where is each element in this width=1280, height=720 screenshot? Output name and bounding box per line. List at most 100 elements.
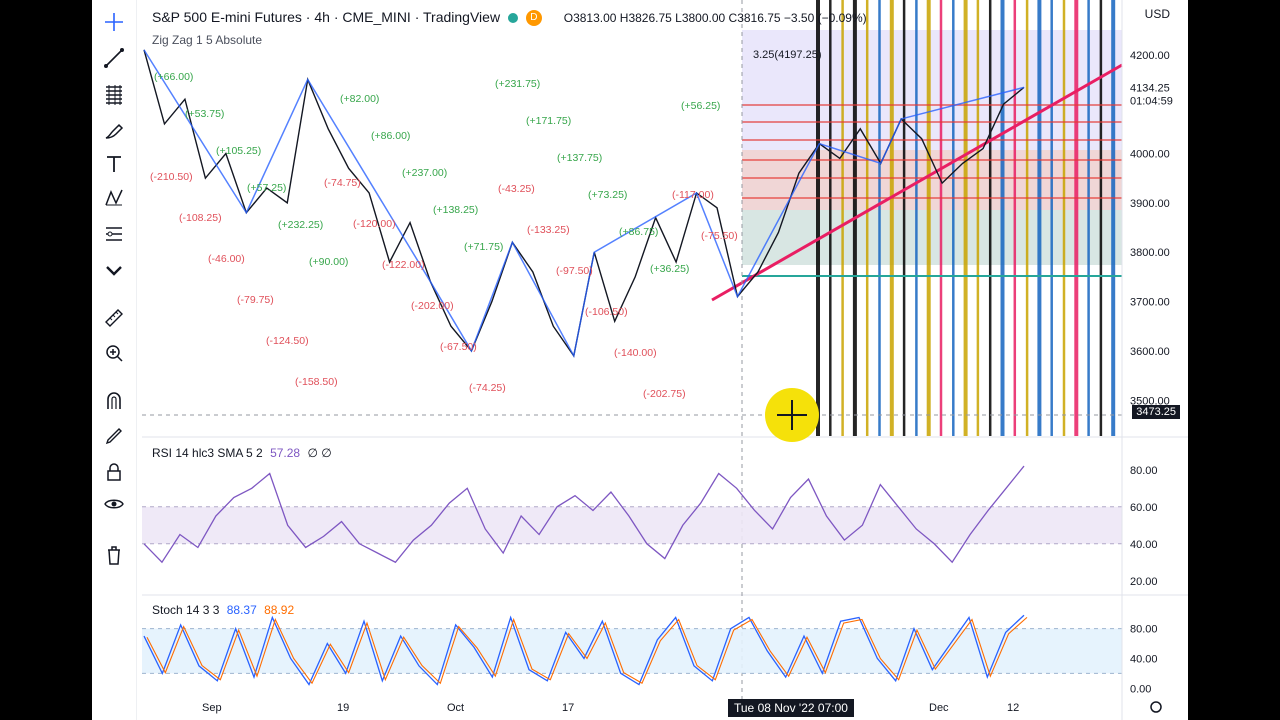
zigzag-label: (+171.75) bbox=[526, 115, 571, 127]
tradingview-window: 3.25(4197.25) (+66.00) (+53.75) (+105.25) (+… bbox=[92, 0, 1188, 720]
brush-tool[interactable] bbox=[100, 116, 128, 144]
crosshair-marker bbox=[765, 388, 819, 442]
zigzag-label: (-117.00) bbox=[672, 189, 714, 201]
currency-selector[interactable]: USD bbox=[1144, 7, 1170, 21]
time-axis-tick: 12 bbox=[1007, 702, 1019, 714]
rsi-axis-tick: 20.00 bbox=[1130, 576, 1158, 588]
price-axis-tick: 4000.00 bbox=[1130, 149, 1170, 161]
zigzag-label: (+105.25) bbox=[216, 145, 261, 157]
rsi-line bbox=[143, 465, 1025, 564]
price-axis-tick: 3500.00 bbox=[1130, 395, 1170, 407]
visibility-tool[interactable] bbox=[100, 490, 128, 518]
pattern-tool[interactable] bbox=[100, 184, 128, 212]
rsi-value: 57.28 bbox=[270, 446, 301, 460]
price-axis-tick: 3600.00 bbox=[1130, 346, 1170, 358]
ruler-tool[interactable] bbox=[100, 304, 128, 332]
chart-canvas[interactable]: 3.25(4197.25) (+66.00) (+53.75) (+105.25) (+… bbox=[142, 0, 1188, 720]
zigzag-label: (+237.00) bbox=[402, 167, 447, 179]
stoch-k-line bbox=[143, 614, 1025, 686]
zigzag-label: (+53.75) bbox=[185, 108, 224, 120]
stoch-band bbox=[142, 628, 1122, 674]
stoch-k-value: 88.37 bbox=[226, 603, 257, 617]
status-badge: D bbox=[525, 10, 542, 27]
zigzag-label: (+73.25) bbox=[588, 189, 627, 201]
stoch-axis-tick: 80.00 bbox=[1130, 624, 1158, 636]
rsi-axis-tick: 40.00 bbox=[1130, 539, 1158, 551]
zigzag-label: (+71.75) bbox=[464, 241, 503, 253]
crosshair-tool[interactable] bbox=[100, 8, 128, 36]
stoch-legend[interactable]: Stoch 14 3 3 88.37 88.92 bbox=[152, 603, 294, 617]
trend-line-tool[interactable] bbox=[100, 44, 128, 72]
time-axis-tick: Sep bbox=[202, 702, 222, 714]
text-tool-icon bbox=[107, 156, 121, 172]
zigzag-label: (+82.00) bbox=[340, 93, 379, 105]
zoom-in-tool[interactable] bbox=[100, 339, 128, 367]
fib-tool-icon bbox=[106, 85, 122, 105]
zigzag-label: (+57.25) bbox=[247, 182, 286, 194]
zigzag-label: (+231.75) bbox=[495, 78, 540, 90]
zigzag-label: (-106.50) bbox=[585, 306, 628, 318]
stoch-axis-tick: 40.00 bbox=[1130, 653, 1158, 665]
zigzag-label: (+90.00) bbox=[309, 256, 348, 268]
zigzag-label: (-210.50) bbox=[150, 171, 193, 183]
ruler-icon bbox=[105, 309, 123, 327]
trend-line-tool-icon bbox=[104, 48, 124, 68]
zigzag-label: (-140.00) bbox=[614, 347, 657, 359]
collapse-toolbar-button[interactable] bbox=[100, 256, 128, 284]
rsi-axis-tick: 60.00 bbox=[1130, 502, 1158, 514]
zigzag-label: (-75.50) bbox=[701, 230, 738, 242]
zigzag-label: (-74.25) bbox=[469, 382, 506, 394]
zigzag-legend[interactable]: Zig Zag 1 5 Absolute bbox=[152, 33, 263, 47]
fib-zone bbox=[742, 210, 1122, 265]
zigzag-label: (-124.50) bbox=[266, 335, 309, 347]
stay-drawing-tool[interactable] bbox=[100, 422, 128, 450]
zigzag-label: (+36.25) bbox=[650, 263, 689, 275]
remove-drawings-tool[interactable] bbox=[100, 541, 128, 569]
symbol-legend[interactable]: S&P 500 E-mini Futures · 4h · CME_MINI ·… bbox=[152, 9, 867, 27]
zigzag-label: (+138.25) bbox=[433, 204, 478, 216]
last-price-value: 4134.25 bbox=[1130, 82, 1170, 94]
chart-title[interactable]: S&P 500 E-mini Futures · 4h · CME_MINI ·… bbox=[152, 9, 501, 25]
zigzag-label: (-133.25) bbox=[527, 224, 570, 236]
rsi-axis-tick: 80.00 bbox=[1130, 465, 1158, 477]
last-price-tag bbox=[1124, 79, 1184, 108]
rsi-extra: ∅ ∅ bbox=[307, 446, 332, 460]
fib-tool[interactable] bbox=[100, 80, 128, 108]
trend-line bbox=[711, 63, 1123, 302]
crosshair-price-tag: 3473.25 bbox=[1132, 405, 1180, 419]
prediction-tool-icon bbox=[106, 227, 122, 241]
lock-tool[interactable] bbox=[100, 458, 128, 486]
zigzag-label: (-108.25) bbox=[179, 212, 222, 224]
rsi-legend[interactable]: RSI 14 hlc3 SMA 5 2 57.28 ∅ ∅ bbox=[152, 446, 332, 460]
zigzag-label: (-202.75) bbox=[643, 388, 686, 400]
chart-area[interactable]: 3.25(4197.25) (+66.00) (+53.75) (+105.25) (+… bbox=[142, 0, 1188, 720]
trash-icon bbox=[108, 546, 120, 565]
price-axis-tick: 3700.00 bbox=[1130, 297, 1170, 309]
zigzag-label: (+56.25) bbox=[681, 100, 720, 112]
zigzag-label: (-158.50) bbox=[295, 376, 338, 388]
time-axis-tick: 17 bbox=[562, 702, 574, 714]
zigzag-label: (-43.25) bbox=[498, 183, 535, 195]
zigzag-label: (-122.00) bbox=[382, 259, 425, 271]
stoch-pane bbox=[142, 614, 1122, 686]
zigzag-label: (+86.75) bbox=[619, 226, 658, 238]
ohlc-values: O3813.00 H3826.75 L3800.00 C3816.75 −3.5… bbox=[563, 11, 867, 25]
zigzag-line bbox=[143, 49, 1025, 359]
zigzag-label: (+66.00) bbox=[154, 71, 193, 83]
zigzag-label: (-120.00) bbox=[353, 218, 396, 230]
magnet-tool[interactable] bbox=[100, 387, 128, 415]
magnet-icon bbox=[107, 392, 121, 409]
market-status-dot bbox=[507, 13, 518, 24]
time-axis-tick: Dec bbox=[929, 702, 949, 714]
zigzag-label: (-67.50) bbox=[440, 341, 477, 353]
text-tool[interactable] bbox=[100, 150, 128, 178]
zigzag-label: (+137.75) bbox=[557, 152, 602, 164]
zigzag-label: (-202.00) bbox=[411, 300, 454, 312]
drawing-toolbar bbox=[92, 0, 137, 720]
stoch-d-line bbox=[146, 616, 1028, 685]
crosshair-tool-icon bbox=[105, 13, 123, 31]
rsi-pane bbox=[142, 465, 1122, 564]
settings-icon[interactable] bbox=[1150, 701, 1162, 713]
prediction-tool[interactable] bbox=[100, 220, 128, 248]
eye-icon bbox=[104, 499, 124, 509]
